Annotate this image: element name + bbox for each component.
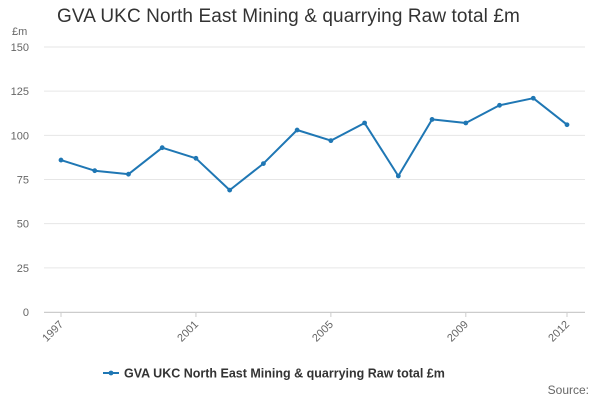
y-axis-label: £m xyxy=(12,26,27,38)
x-tick-label: 2005 xyxy=(310,319,336,345)
y-tick-label: 50 xyxy=(17,219,29,231)
gridlines xyxy=(44,46,585,313)
data-point[interactable] xyxy=(463,120,469,126)
series-layer xyxy=(58,95,570,193)
data-point[interactable] xyxy=(429,117,435,122)
data-point[interactable] xyxy=(261,161,266,167)
data-point[interactable] xyxy=(328,138,334,144)
legend-marker[interactable] xyxy=(108,370,114,376)
x-tick-label: 2012 xyxy=(546,319,572,345)
data-point[interactable] xyxy=(564,122,570,128)
y-tick-label: 75 xyxy=(17,175,29,187)
data-point[interactable] xyxy=(530,95,536,101)
source-label[interactable]: Source: xyxy=(548,383,589,397)
y-tick-label: 0 xyxy=(23,307,29,319)
x-tick-label: 1997 xyxy=(40,319,66,345)
legend-label[interactable]: GVA UKC North East Mining & quarrying Ra… xyxy=(124,367,445,381)
legend: GVA UKC North East Mining & quarrying Ra… xyxy=(103,367,445,381)
data-point[interactable] xyxy=(193,155,199,161)
x-tick-label: 2001 xyxy=(175,319,201,345)
chart-title: GVA UKC North East Mining & quarrying Ra… xyxy=(57,6,520,27)
y-tick-label: 125 xyxy=(11,86,29,98)
series-line[interactable] xyxy=(60,97,568,192)
x-axis: 1997 2001 2005 2009 2012 xyxy=(40,312,585,344)
data-point[interactable] xyxy=(126,171,131,177)
y-axis: 0 25 50 75 100 125 150 xyxy=(11,42,29,319)
data-point[interactable] xyxy=(294,127,300,133)
y-tick-label: 25 xyxy=(17,263,29,275)
x-tick-label: 2009 xyxy=(445,319,471,345)
data-point[interactable] xyxy=(92,168,98,174)
data-point[interactable] xyxy=(58,157,64,163)
data-point[interactable] xyxy=(395,173,401,179)
data-point[interactable] xyxy=(497,102,502,108)
data-point[interactable] xyxy=(227,187,233,193)
data-point[interactable] xyxy=(159,145,165,151)
y-tick-label: 150 xyxy=(11,42,29,54)
data-point[interactable] xyxy=(362,120,367,126)
y-tick-label: 100 xyxy=(11,130,29,142)
